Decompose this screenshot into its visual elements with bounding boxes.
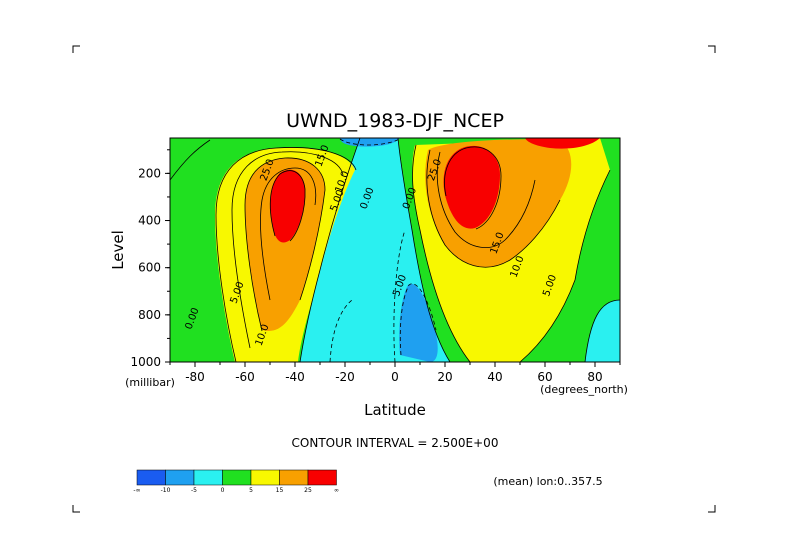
- y-tick-label: 400: [138, 214, 161, 228]
- colorbar-label: -5: [191, 487, 197, 494]
- region-blue-top: [340, 138, 400, 147]
- colorbar-swatch: [250, 469, 280, 486]
- region-red-nh-top: [525, 138, 600, 149]
- x-tick-label: -40: [285, 370, 305, 384]
- colorbar-label: ∞: [334, 487, 339, 494]
- y-tick-label: 200: [138, 166, 161, 180]
- x-tick-label: -20: [335, 370, 355, 384]
- y-axis-label: Level: [109, 230, 127, 270]
- x-tick-label: 0: [391, 370, 399, 384]
- region-red-sh: [270, 169, 306, 243]
- x-tick-label: 60: [537, 370, 552, 384]
- colorbar-label: 0: [221, 487, 225, 494]
- colorbar-swatch: [279, 469, 309, 486]
- contour-interval-text: CONTOUR INTERVAL = 2.500E+00: [292, 436, 499, 450]
- mean-longitude-note: (mean) lon:0..357.5: [493, 475, 602, 488]
- colorbar-swatch: [222, 469, 252, 486]
- region-red-nh: [443, 145, 500, 229]
- y-tick-label: 600: [138, 261, 161, 275]
- x-tick-label: 40: [487, 370, 502, 384]
- colorbar-swatch: [165, 469, 195, 486]
- contour-lines: [170, 138, 620, 362]
- chart-title: UWND_1983-DJF_NCEP: [286, 110, 504, 132]
- x-axis-unit: (degrees_north): [540, 383, 628, 396]
- x-tick-label: -80: [185, 370, 205, 384]
- colorbar: -∞ -10 -5 0 5 15 25 ∞: [133, 469, 339, 494]
- contour-lines-negative: [329, 138, 437, 362]
- y-axis-ticks: 200 400 600 800 1000: [130, 149, 170, 369]
- colorbar-label: 5: [249, 487, 253, 494]
- x-axis-ticks: -80 -60 -40 -20 0 20 40 60 80: [169, 362, 621, 384]
- colorbar-swatch: [193, 469, 223, 486]
- crop-marks: [72, 45, 716, 513]
- y-axis-unit: (millibar): [125, 376, 175, 389]
- x-tick-label: 20: [437, 370, 452, 384]
- colorbar-label: -10: [161, 487, 171, 494]
- y-tick-label: 800: [138, 308, 161, 322]
- region-blue-trop: [399, 283, 438, 362]
- x-tick-label: -60: [235, 370, 255, 384]
- colorbar-swatch: [307, 469, 337, 486]
- colorbar-label: 15: [276, 487, 284, 494]
- x-tick-label: 80: [587, 370, 602, 384]
- x-axis-label: Latitude: [364, 401, 426, 419]
- y-tick-label: 1000: [130, 355, 161, 369]
- plot-area: 25.015.010.05.00 0.00 0.005.0010.00.005.00…: [170, 138, 620, 362]
- colorbar-swatch: [136, 469, 166, 486]
- colorbar-label: -∞: [133, 487, 140, 494]
- colorbar-label: 25: [304, 487, 312, 494]
